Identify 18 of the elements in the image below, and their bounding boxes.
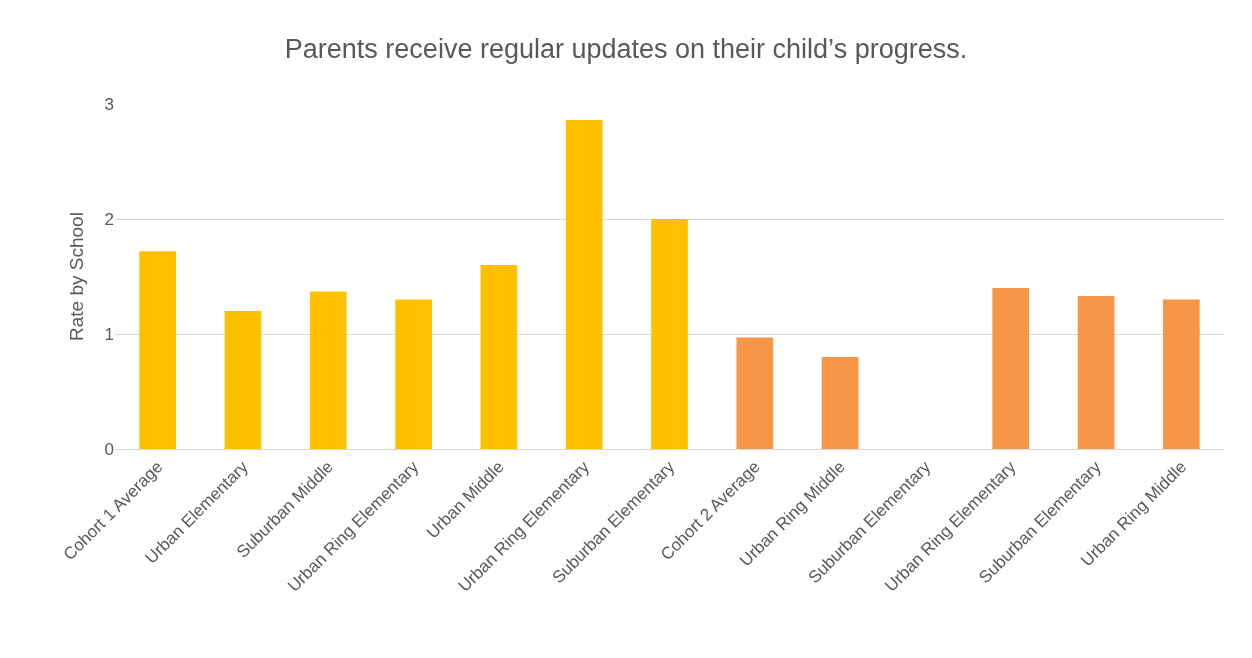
bar (395, 299, 432, 449)
bar (651, 219, 688, 449)
y-tick-label: 2 (104, 209, 114, 229)
y-tick-label: 3 (104, 94, 114, 114)
y-tick-label: 0 (104, 439, 114, 459)
bar (139, 251, 176, 449)
y-axis-title: Rate by School (66, 212, 88, 341)
bar (565, 120, 603, 449)
chart-title: Parents receive regular updates on their child’s progress. (284, 34, 968, 65)
bar (992, 288, 1030, 449)
bar (309, 291, 347, 449)
bar (736, 337, 774, 449)
bar (1163, 299, 1200, 449)
bar (480, 265, 518, 449)
bar (821, 357, 859, 449)
bar (224, 311, 262, 449)
y-tick-label: 1 (104, 324, 114, 344)
bar (1077, 296, 1115, 449)
